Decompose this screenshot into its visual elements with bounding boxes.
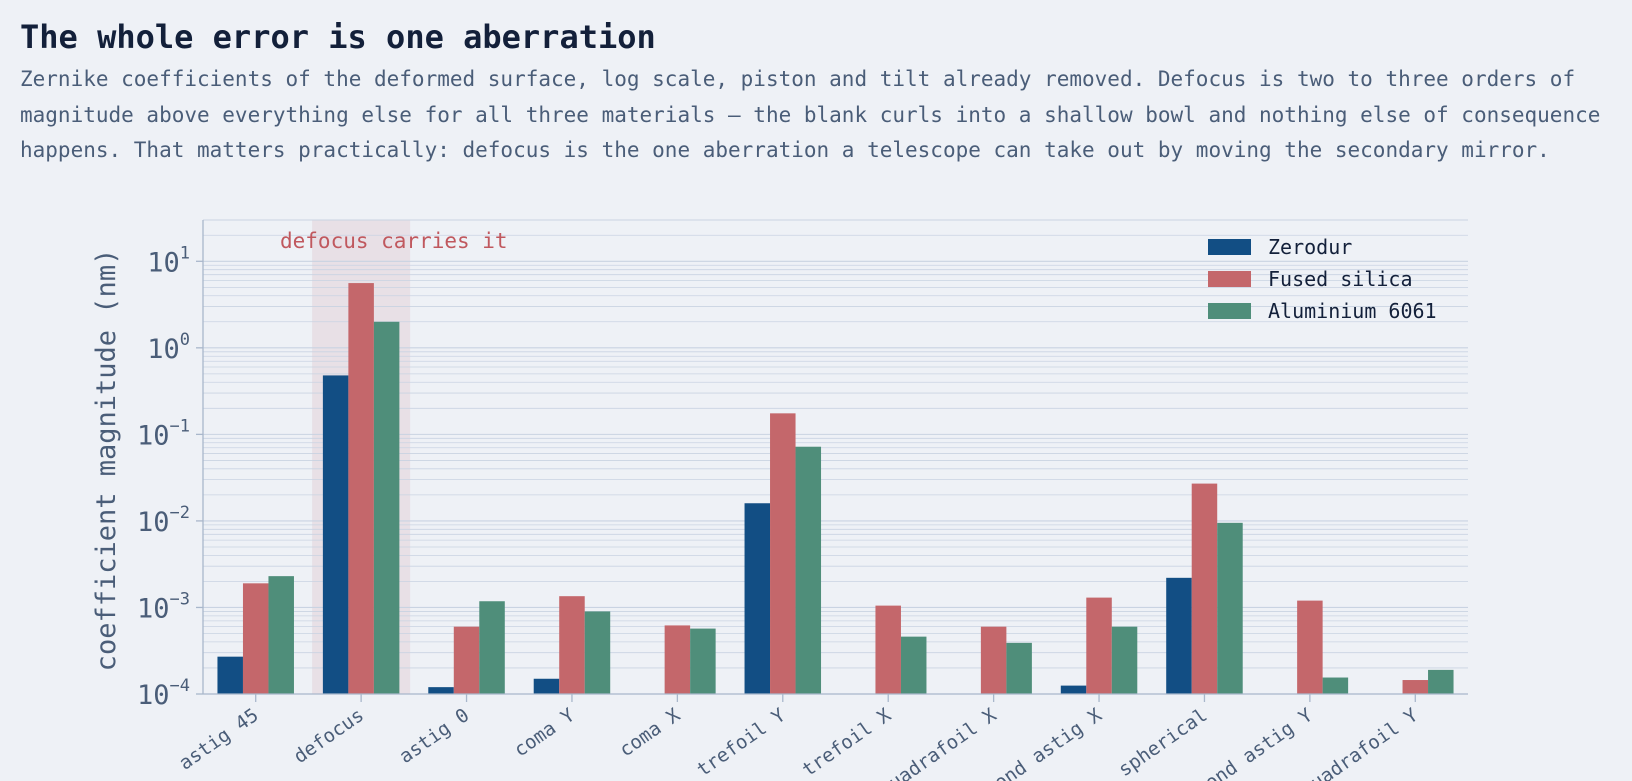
- legend: Zerodur Fused silica Aluminium 6061: [1208, 235, 1437, 323]
- bar-spherical-fused-silica: [1191, 483, 1218, 694]
- x-tick-label: coma X: [615, 704, 684, 762]
- x-tick-label: quadrafoil X: [875, 704, 1001, 781]
- bar-spherical-aluminium-6061: [1217, 522, 1243, 694]
- chart-title: The whole error is one aberration: [20, 18, 656, 56]
- legend-swatch: [1208, 303, 1251, 319]
- bar-astig-0-zerodur: [428, 687, 454, 694]
- y-tick-label: 10−3: [137, 589, 190, 624]
- x-tick-label: trefoil Y: [693, 704, 790, 781]
- bar-quadrafoil-X-fused-silica: [980, 626, 1007, 694]
- bar-trefoil-X-fused-silica: [875, 605, 901, 694]
- bar-trefoil-Y-zerodur: [744, 503, 771, 694]
- y-axis-label: coefficient magnitude (nm): [91, 249, 122, 672]
- grid: [203, 219, 1468, 695]
- bar-coma-X-fused-silica: [664, 625, 691, 694]
- x-tick-label: astig 45: [175, 704, 263, 775]
- bar-astig-45-fused-silica: [242, 583, 269, 694]
- bar-trefoil-Y-aluminium-6061: [795, 446, 822, 694]
- bar-quadrafoil-Y-aluminium-6061: [1428, 669, 1454, 694]
- bar-coma-Y-fused-silica: [559, 596, 585, 694]
- legend-label: Aluminium 6061: [1268, 299, 1437, 323]
- legend-label: Zerodur: [1268, 235, 1352, 259]
- bar-coma-X-aluminium-6061: [690, 628, 716, 694]
- bar-spherical-zerodur: [1166, 577, 1192, 694]
- bar-astig-0-fused-silica: [453, 626, 480, 694]
- bar-quadrafoil-Y-fused-silica: [1402, 680, 1429, 694]
- bar-second-astig-X-aluminium-6061: [1111, 626, 1138, 694]
- x-tick-label: trefoil X: [798, 704, 895, 781]
- bar-astig-45-zerodur: [217, 656, 243, 694]
- y-tick-label: 10−4: [137, 676, 190, 711]
- legend-label: Fused silica: [1268, 267, 1413, 291]
- x-tick-label: coma Y: [510, 704, 579, 762]
- bar-coma-Y-aluminium-6061: [584, 611, 611, 694]
- defocus-annotation: defocus carries it: [280, 229, 508, 253]
- y-tick-label: 100: [147, 330, 190, 365]
- bar-second-astig-X-zerodur: [1060, 685, 1087, 694]
- bar-trefoil-X-aluminium-6061: [900, 636, 927, 694]
- y-tick-label: 101: [147, 243, 190, 278]
- x-tick-label: defocus: [290, 704, 368, 768]
- bar-astig-45-aluminium-6061: [268, 576, 294, 694]
- legend-swatch: [1208, 271, 1251, 287]
- bar-defocus-aluminium-6061: [373, 321, 400, 694]
- y-tick-label: 10−2: [137, 503, 190, 538]
- x-tick-label: spherical: [1114, 704, 1211, 781]
- bar-defocus-zerodur: [322, 375, 349, 694]
- bar-second-astig-Y-fused-silica: [1297, 600, 1323, 694]
- bar-quadrafoil-X-aluminium-6061: [1006, 642, 1032, 694]
- x-tick-label: astig 0: [395, 704, 473, 768]
- bar-trefoil-Y-fused-silica: [770, 413, 796, 694]
- legend-swatch: [1208, 239, 1251, 255]
- bar-astig-0-aluminium-6061: [479, 601, 505, 694]
- chart-subtitle: Zernike coefficients of the deformed sur…: [20, 67, 1601, 162]
- x-tick-label: quadrafoil Y: [1297, 704, 1423, 781]
- bar-second-astig-Y-aluminium-6061: [1322, 677, 1349, 694]
- bar-coma-Y-zerodur: [533, 678, 560, 694]
- bars: [217, 283, 1454, 694]
- y-tick-label: 10−1: [137, 416, 190, 451]
- bar-defocus-fused-silica: [348, 283, 374, 694]
- bar-second-astig-X-fused-silica: [1086, 597, 1112, 694]
